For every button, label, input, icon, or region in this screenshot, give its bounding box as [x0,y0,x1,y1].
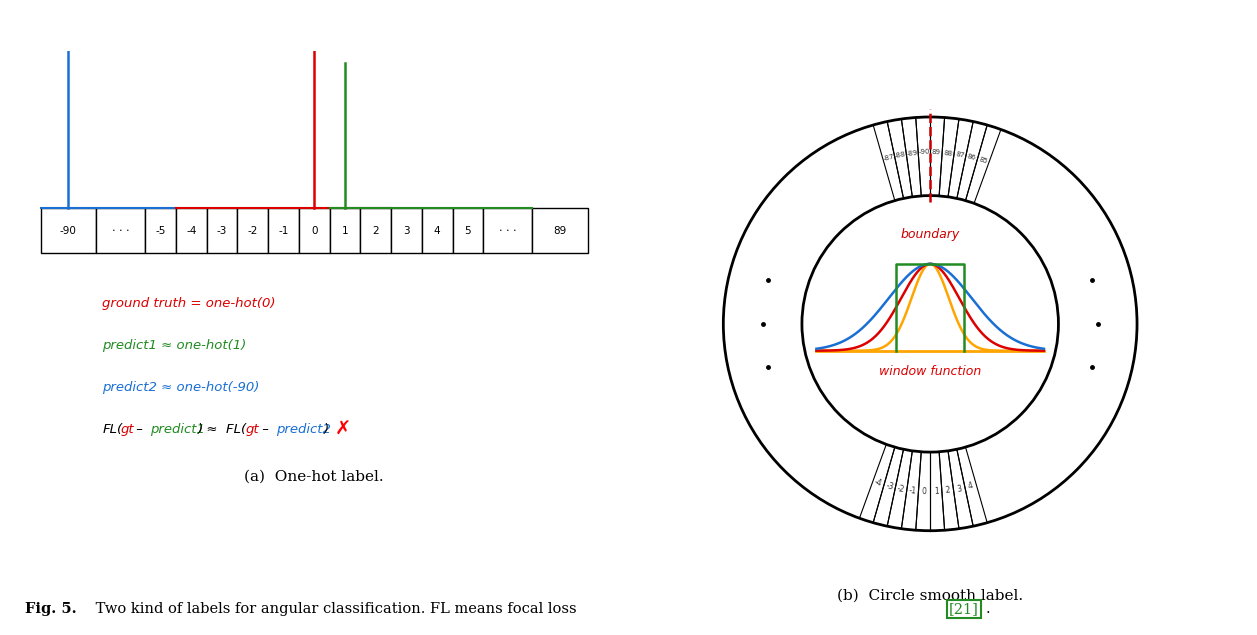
Bar [268,208,299,253]
Text: 3: 3 [957,484,963,494]
Text: (b)  Circle smooth label.: (b) Circle smooth label. [837,589,1023,603]
Text: 87: 87 [955,151,965,159]
Text: ⋅ ⋅ ⋅: ⋅ ⋅ ⋅ [499,225,517,236]
Bar [329,208,361,253]
Text: 1: 1 [934,486,939,496]
Text: -4: -4 [874,478,884,489]
Text: ) ≈  FL(: ) ≈ FL( [199,424,248,436]
Bar [533,208,588,253]
Text: 89: 89 [931,149,940,156]
Text: 85: 85 [978,156,988,165]
Text: -1: -1 [278,225,289,236]
Text: 88: 88 [943,150,953,157]
Text: ground truth = one-hot(0): ground truth = one-hot(0) [102,297,275,311]
Text: ✗: ✗ [334,419,351,438]
Text: -87: -87 [882,153,895,161]
Text: –: – [258,424,273,436]
Text: window function: window function [879,365,982,378]
Text: ): ) [324,424,329,436]
Text: 89: 89 [553,225,567,236]
Text: -4: -4 [186,225,196,236]
Bar [206,208,238,253]
Bar [96,208,146,253]
Text: 2: 2 [372,225,380,236]
Text: -88: -88 [894,151,906,159]
Text: 3: 3 [403,225,410,236]
Text: [21]: [21] [949,602,979,616]
Bar [391,208,422,253]
Text: .: . [985,602,991,616]
Bar [361,208,391,253]
Text: -1: -1 [909,486,916,495]
Text: 2: 2 [945,486,950,495]
Text: 0: 0 [310,225,318,236]
Text: 1: 1 [342,225,348,236]
Text: -2: -2 [248,225,258,236]
Text: 4: 4 [967,481,974,491]
Text: -89: -89 [906,149,919,157]
Text: Fig. 5.: Fig. 5. [25,602,77,616]
Text: 4: 4 [434,225,440,236]
Text: gt: gt [121,424,133,436]
Bar [176,208,206,253]
Bar [483,208,533,253]
Text: -5: -5 [156,225,166,236]
Text: FL(: FL( [102,424,122,436]
Text: 0: 0 [921,486,926,496]
Bar [146,208,176,253]
Text: 86: 86 [967,153,977,161]
Text: -90: -90 [60,225,77,236]
Text: predict1 ≈ one-hot(1): predict1 ≈ one-hot(1) [102,339,246,352]
Bar [40,208,96,253]
Bar [238,208,268,253]
Text: predict2: predict2 [277,424,331,436]
Text: -3: -3 [885,481,895,491]
Text: 5: 5 [465,225,471,236]
Text: -90: -90 [919,149,930,156]
Text: -2: -2 [896,484,905,494]
Text: boundary: boundary [900,228,960,241]
Bar [299,208,329,253]
Text: ⋅ ⋅ ⋅: ⋅ ⋅ ⋅ [112,225,129,236]
Text: gt: gt [246,424,260,436]
Text: predict1: predict1 [150,424,205,436]
Bar [453,208,483,253]
Text: (a)  One-hot label.: (a) One-hot label. [244,470,385,484]
Text: –: – [132,424,147,436]
Bar [422,208,453,253]
Text: predict2 ≈ one-hot(-90): predict2 ≈ one-hot(-90) [102,382,260,394]
Text: Two kind of labels for angular classification. FL means focal loss: Two kind of labels for angular classific… [91,602,581,616]
Text: -3: -3 [217,225,228,236]
